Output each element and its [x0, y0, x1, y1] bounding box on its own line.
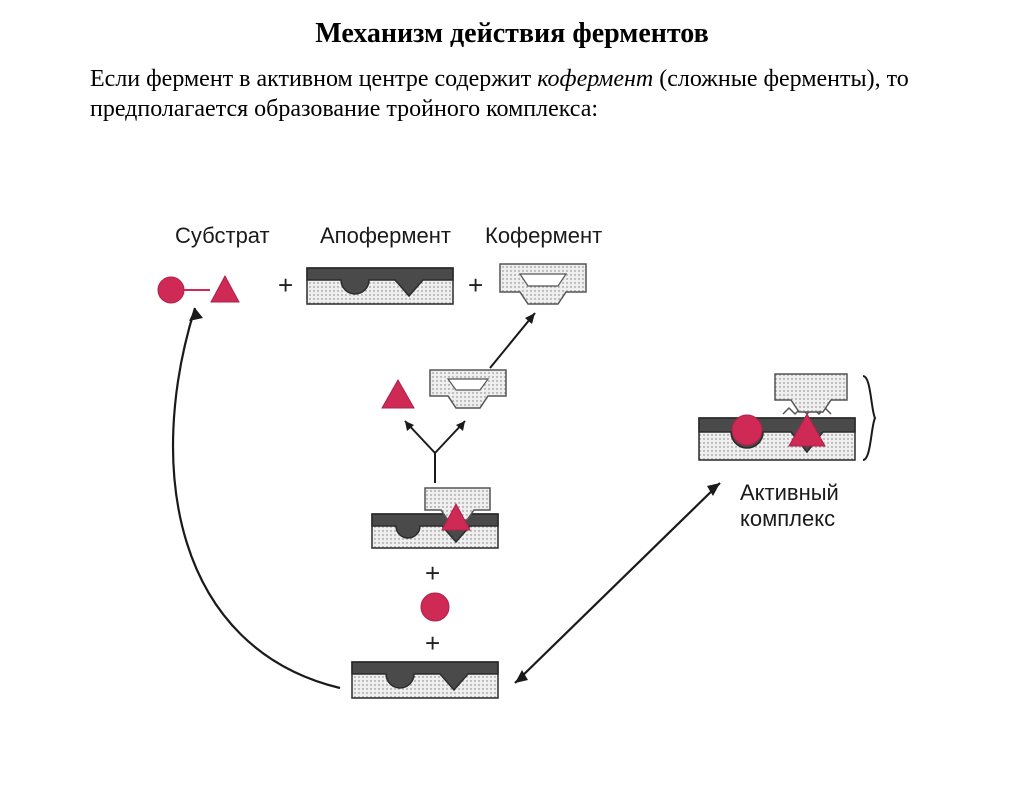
- curved-arrow-left: [135, 288, 365, 698]
- label-active-complex-2: комплекс: [740, 506, 835, 532]
- diagram-area: Субстрат Апофермент Кофермент + +: [0, 218, 1024, 778]
- intro-italic: кофермент: [537, 66, 653, 92]
- plus-2: +: [468, 270, 483, 301]
- intro-prefix: Если фермент в активном центре содержит: [90, 66, 537, 92]
- double-arrow: [500, 468, 750, 698]
- y-arrows: [380, 413, 500, 493]
- apoenzyme-bottom: [350, 660, 500, 702]
- label-substrate: Субстрат: [175, 223, 270, 249]
- plus-3: +: [425, 558, 440, 589]
- label-coenzyme: Кофермент: [485, 223, 602, 249]
- intro-text: Если фермент в активном центре содержит …: [90, 64, 934, 124]
- mid-coenzyme: [428, 368, 508, 412]
- active-complex: [695, 370, 880, 480]
- page-title: Механизм действия ферментов: [0, 18, 1024, 50]
- label-apoenzyme: Апофермент: [320, 223, 451, 249]
- plus-4: +: [425, 628, 440, 659]
- mid-circle: [418, 590, 452, 624]
- mid-triangle: [378, 376, 418, 412]
- label-active-complex-1: Активный: [740, 480, 839, 506]
- coenzyme-top: [498, 262, 588, 308]
- mid-complex: [370, 486, 500, 551]
